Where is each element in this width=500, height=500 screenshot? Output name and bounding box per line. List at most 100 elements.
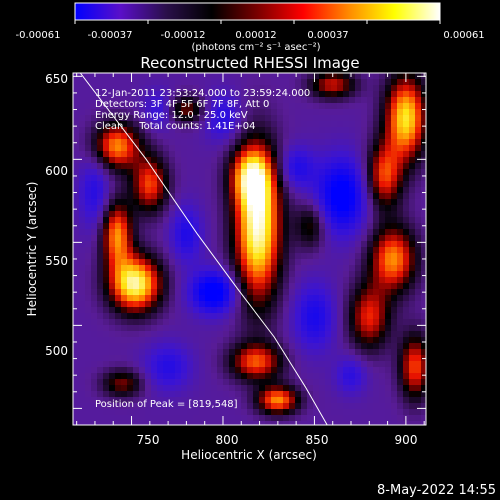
heatmap-cell — [163, 97, 170, 104]
heatmap-cell — [409, 409, 416, 416]
heatmap-cell — [325, 127, 332, 134]
heatmap-cell — [361, 265, 368, 272]
heatmap-cell — [121, 139, 128, 146]
heatmap-cell — [121, 409, 128, 416]
heatmap-cell — [121, 253, 128, 260]
heatmap-cell — [403, 325, 410, 332]
heatmap-cell — [373, 97, 380, 104]
heatmap-cell — [373, 325, 380, 332]
heatmap-cell — [283, 109, 290, 116]
heatmap-cell — [223, 133, 230, 140]
heatmap-cell — [277, 421, 284, 425]
heatmap-cell — [199, 223, 206, 230]
heatmap-cell — [103, 271, 110, 278]
heatmap-cell — [253, 211, 260, 218]
heatmap-cell — [139, 313, 146, 320]
heatmap-cell — [205, 277, 212, 284]
heatmap-cell — [205, 355, 212, 362]
heatmap-cell — [355, 97, 362, 104]
heatmap-cell — [403, 109, 410, 116]
heatmap-cell — [79, 319, 86, 326]
heatmap-cell — [199, 241, 206, 248]
heatmap-cell — [193, 421, 200, 425]
heatmap-cell — [247, 157, 254, 164]
heatmap-cell — [169, 289, 176, 296]
heatmap-cell — [115, 187, 122, 194]
heatmap-cell — [235, 163, 242, 170]
heatmap-cell — [253, 355, 260, 362]
heatmap-cell — [355, 103, 362, 110]
heatmap-cell — [379, 91, 386, 98]
heatmap-cell — [133, 403, 140, 410]
heatmap-cell — [397, 265, 404, 272]
heatmap-cell — [103, 379, 110, 386]
heatmap-cell — [277, 349, 284, 356]
heatmap-cell — [409, 301, 416, 308]
heatmap-cell — [337, 415, 344, 422]
heatmap-cell — [121, 193, 128, 200]
heatmap-cell — [175, 115, 182, 122]
heatmap-cell — [157, 319, 164, 326]
heatmap-cell — [289, 241, 296, 248]
heatmap-cell — [103, 367, 110, 374]
heatmap-cell — [331, 79, 338, 86]
heatmap-cell — [199, 175, 206, 182]
heatmap-cell — [115, 361, 122, 368]
heatmap-cell — [121, 157, 128, 164]
heatmap-cell — [349, 259, 356, 266]
heatmap-cell — [133, 229, 140, 236]
heatmap-cell — [169, 175, 176, 182]
heatmap-cell — [175, 205, 182, 212]
heatmap-cell — [79, 169, 86, 176]
heatmap-cell — [301, 253, 308, 260]
heatmap-cell — [241, 85, 248, 92]
heatmap-cell — [139, 139, 146, 146]
heatmap-cell — [175, 169, 182, 176]
heatmap-cell — [109, 91, 116, 98]
heatmap-cell — [409, 79, 416, 86]
heatmap-cell — [247, 181, 254, 188]
heatmap-cell — [223, 361, 230, 368]
heatmap-cell — [307, 253, 314, 260]
heatmap-cell — [397, 283, 404, 290]
heatmap-cell — [349, 199, 356, 206]
heatmap-cell — [385, 139, 392, 146]
heatmap-cell — [187, 313, 194, 320]
heatmap-cell — [199, 199, 206, 206]
heatmap-cell — [337, 79, 344, 86]
heatmap-cell — [373, 157, 380, 164]
heatmap-cell — [289, 247, 296, 254]
heatmap-cell — [157, 229, 164, 236]
heatmap-cell — [139, 157, 146, 164]
heatmap-cell — [91, 361, 98, 368]
heatmap-cell — [379, 223, 386, 230]
heatmap-cell — [325, 385, 332, 392]
heatmap-cell — [229, 379, 236, 386]
heatmap-cell — [271, 367, 278, 374]
heatmap-cell — [301, 181, 308, 188]
heatmap-cell — [313, 145, 320, 152]
heatmap-cell — [241, 343, 248, 350]
heatmap-cell — [343, 169, 350, 176]
heatmap-cell — [391, 163, 398, 170]
heatmap-cell — [361, 373, 368, 380]
heatmap-cell — [193, 187, 200, 194]
heatmap-cell — [169, 247, 176, 254]
heatmap-cell — [361, 343, 368, 350]
heatmap-cell — [223, 139, 230, 146]
heatmap-cell — [217, 421, 224, 425]
heatmap-cell — [391, 361, 398, 368]
heatmap-cell — [199, 361, 206, 368]
heatmap-cell — [205, 331, 212, 338]
heatmap-cell — [85, 253, 92, 260]
heatmap-cell — [103, 85, 110, 92]
heatmap-cell — [259, 415, 266, 422]
heatmap-cell — [331, 415, 338, 422]
heatmap-cell — [247, 235, 254, 242]
heatmap-cell — [289, 157, 296, 164]
heatmap-cell — [175, 199, 182, 206]
heatmap-cell — [115, 247, 122, 254]
heatmap-cell — [241, 193, 248, 200]
heatmap-cell — [151, 151, 158, 158]
heatmap-cell — [325, 169, 332, 176]
